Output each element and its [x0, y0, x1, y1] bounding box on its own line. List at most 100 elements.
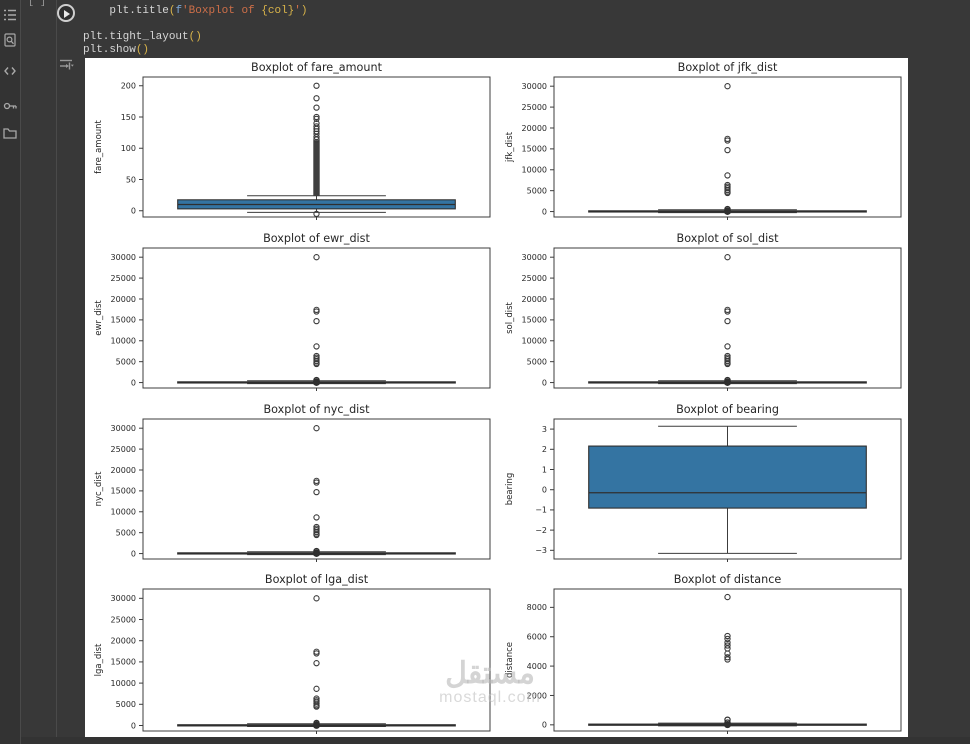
outlier-point — [313, 136, 320, 143]
y-tick-label: 15000 — [111, 658, 136, 667]
y-tick-label: 0 — [542, 721, 547, 730]
y-tick-label: 10000 — [522, 337, 547, 346]
y-tick-label: 30000 — [522, 253, 547, 262]
y-tick-label: 8000 — [527, 603, 547, 612]
output-options-icon[interactable] — [57, 56, 75, 74]
y-tick-label: 30000 — [522, 82, 547, 91]
y-tick-label: 150 — [121, 113, 136, 122]
y-tick-label: 15000 — [522, 316, 547, 325]
outlier-blob — [723, 720, 732, 729]
outlier-point — [313, 343, 320, 350]
y-tick-label: 0 — [131, 207, 136, 216]
boxplot-svg: 0 5000 10000 15000 20000 25000 30000 lga_dist Bo… — [94, 573, 491, 734]
outlier-point — [313, 115, 320, 123]
y-tick-label: 15000 — [111, 487, 136, 496]
chart-title: Boxplot of lga_dist — [265, 573, 369, 586]
outlier-point — [313, 514, 320, 521]
run-cell-button[interactable] — [57, 4, 75, 22]
boxplot-svg: 0 5000 10000 15000 20000 25000 30000 jfk_dist Bo… — [505, 61, 902, 220]
outlier-point — [724, 639, 731, 646]
code-snippets-icon[interactable] — [3, 64, 17, 78]
chart-title: Boxplot of bearing — [676, 403, 779, 416]
outlier-point — [724, 83, 731, 90]
y-tick-label: −3 — [535, 546, 547, 555]
y-tick-label: 0 — [131, 721, 136, 730]
figure-output: 0 50 100 150 200 fare_amount Boxplot of fare_a… — [85, 58, 908, 737]
outlier-point — [724, 308, 731, 315]
outlier-point — [724, 343, 731, 350]
y-tick-label: 2000 — [527, 691, 547, 700]
y-tick-label: 25000 — [522, 274, 547, 283]
y-tick-label: 3 — [542, 425, 547, 434]
y-tick-label: 5000 — [116, 528, 136, 537]
find-in-page-icon[interactable] — [3, 33, 17, 47]
outlier-blob — [312, 721, 321, 729]
table-of-contents-icon[interactable] — [3, 8, 17, 22]
y-axis-label: distance — [505, 642, 515, 678]
boxplot-svg: 0 5000 10000 15000 20000 25000 30000 nyc_dist Bo… — [94, 403, 491, 562]
outlier-point — [724, 632, 731, 640]
y-tick-label: 5000 — [527, 357, 547, 366]
outlier-point — [313, 703, 320, 710]
y-tick-label: 15000 — [522, 145, 547, 154]
y-tick-label: 50 — [126, 175, 136, 184]
subplot-sol_dist: 0 5000 10000 15000 20000 25000 30000 sol_dist Bo… — [496, 229, 907, 400]
subplot-bearing: 3 2 1 0 −1 −2 −3 bearing Boxplot of bearing — [496, 400, 907, 571]
outlier-point — [724, 254, 731, 261]
y-tick-label: 20000 — [111, 295, 136, 304]
code-editor[interactable]: plt.title(f'Boxplot of {col}') plt.tight… — [83, 5, 308, 56]
outlier-point — [724, 146, 731, 154]
outlier-point — [313, 685, 320, 692]
y-axis-label: bearing — [505, 473, 515, 505]
outlier-point — [724, 137, 731, 144]
chart-title: Boxplot of jfk_dist — [678, 61, 778, 74]
execution-count[interactable]: [ ] — [28, 0, 47, 8]
y-tick-label: 0 — [131, 549, 136, 558]
secrets-key-icon[interactable] — [3, 99, 17, 113]
y-tick-label: 30000 — [111, 253, 136, 262]
y-tick-label: 25000 — [111, 445, 136, 454]
play-icon — [64, 9, 70, 18]
y-axis-label: nyc_dist — [94, 471, 104, 507]
chevron-down-icon — [70, 64, 74, 67]
axes-frame — [142, 588, 491, 732]
outlier-point — [313, 308, 320, 315]
subplot-lga_dist: 0 5000 10000 15000 20000 25000 30000 lga_dist Bo… — [85, 570, 496, 737]
chart-title: Boxplot of distance — [674, 573, 782, 586]
dense-outlier-column — [313, 140, 320, 196]
outlier-point — [313, 479, 320, 486]
outlier-point — [724, 654, 731, 661]
y-tick-label: 0 — [542, 207, 547, 216]
boxplot-svg: 0 5000 10000 15000 20000 25000 30000 sol_dist Bo… — [505, 232, 902, 391]
y-tick-label: 4000 — [527, 662, 547, 671]
outlier-point — [724, 172, 731, 179]
outlier-point — [313, 425, 320, 432]
files-folder-icon[interactable] — [3, 126, 17, 140]
outlier-blob — [723, 207, 732, 215]
y-tick-label: 30000 — [111, 424, 136, 433]
y-tick-label: 100 — [121, 144, 136, 153]
subplot-ewr_dist: 0 5000 10000 15000 20000 25000 30000 ewr_dist Bo… — [85, 229, 496, 400]
subplot-nyc_dist: 0 5000 10000 15000 20000 25000 30000 nyc_dist Bo… — [85, 400, 496, 571]
outlier-blob — [312, 549, 321, 557]
y-tick-label: 25000 — [522, 103, 547, 112]
outlier-point — [724, 656, 731, 663]
outlier-point — [313, 254, 320, 261]
y-axis-label: sol_dist — [505, 301, 515, 333]
y-tick-label: 30000 — [111, 594, 136, 603]
outlier-point — [313, 210, 320, 218]
boxplot-svg: 0 2000 4000 6000 8000 distance Boxplot of dist… — [505, 573, 902, 734]
y-tick-label: 10000 — [111, 679, 136, 688]
y-tick-label: 10000 — [111, 508, 136, 517]
y-axis-label: fare_amount — [94, 119, 104, 173]
y-tick-label: 0 — [542, 378, 547, 387]
y-tick-label: 20000 — [111, 637, 136, 646]
outlier-point — [313, 650, 320, 657]
outlier-point — [724, 317, 731, 325]
outlier-point — [313, 488, 320, 496]
outlier-point — [724, 189, 731, 197]
y-tick-label: 0 — [542, 486, 547, 495]
outlier-point — [724, 635, 731, 643]
chart-title: Boxplot of ewr_dist — [263, 232, 370, 245]
